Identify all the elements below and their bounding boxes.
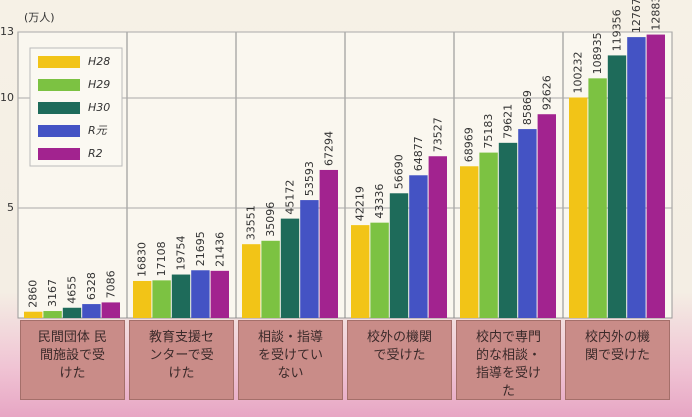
value-label: 73527 [431, 117, 444, 152]
bar [24, 311, 43, 318]
value-label: 17108 [155, 241, 168, 276]
value-label: 75183 [482, 114, 495, 149]
value-label: 100232 [572, 51, 585, 93]
legend-swatch [38, 56, 80, 68]
bar [389, 193, 409, 318]
legend-label: R元 [88, 124, 108, 137]
legend-swatch [38, 125, 80, 137]
value-label: 21695 [194, 231, 207, 266]
value-label: 79621 [502, 104, 515, 139]
y-axis-label: (万人) [24, 11, 55, 24]
bar [428, 156, 447, 318]
y-tick-label: 13 [0, 25, 14, 38]
category-label: 校内外の機関で受けた [565, 320, 670, 400]
bar [133, 280, 152, 318]
legend-label: H28 [88, 55, 110, 68]
category-label: 校外の機関で受けた [347, 320, 452, 400]
value-label: 92626 [540, 75, 553, 110]
value-label: 43336 [373, 184, 386, 219]
value-label: 19754 [175, 236, 188, 271]
value-label: 108935 [591, 32, 604, 74]
bar [191, 270, 210, 318]
legend-swatch [38, 79, 80, 91]
bar [261, 240, 280, 318]
bar [569, 97, 588, 319]
bar [351, 225, 370, 318]
bar [460, 166, 479, 318]
bar [62, 307, 82, 318]
value-label: 53593 [303, 161, 316, 196]
value-label: 16830 [136, 242, 149, 277]
value-label: 2860 [27, 280, 40, 308]
bar [498, 142, 518, 318]
category-label: 教育支援センターで受けた [129, 320, 234, 400]
bar [82, 304, 101, 318]
bar [210, 270, 229, 318]
value-label: 56690 [393, 154, 406, 189]
bar [409, 175, 428, 318]
category-label: 校内で専門的な相談・指導を受けた [456, 320, 561, 400]
bar [43, 311, 62, 318]
bar [537, 114, 556, 318]
legend-swatch [38, 148, 80, 160]
legend-label: H30 [88, 101, 110, 114]
y-tick-label: 10 [0, 91, 14, 104]
value-label: 7086 [104, 270, 117, 298]
bar [518, 129, 537, 318]
value-label: 35096 [264, 202, 277, 237]
bar [101, 302, 120, 318]
legend-swatch [38, 102, 80, 114]
value-label: 6328 [85, 272, 98, 300]
value-label: 128833 [649, 0, 662, 31]
bar [152, 280, 171, 318]
y-tick-label: 5 [7, 201, 14, 214]
value-label: 45172 [284, 180, 297, 215]
value-label: 85869 [521, 90, 534, 125]
value-label: 68969 [463, 127, 476, 162]
bar [370, 222, 389, 318]
category-label: 相談・指導を受けていない [238, 320, 343, 400]
bar [300, 200, 319, 318]
value-label: 33551 [245, 205, 258, 240]
value-label: 4655 [66, 276, 79, 304]
bar [627, 37, 646, 318]
bar [280, 218, 300, 318]
category-label: 民間団体 民間施設で受けた [20, 320, 125, 400]
bar [588, 78, 607, 318]
value-label: 127679 [630, 0, 643, 33]
bar [242, 244, 261, 318]
bar [646, 34, 665, 318]
bar [319, 169, 338, 318]
bar [607, 55, 627, 318]
bar [479, 152, 498, 318]
value-label: 21436 [213, 232, 226, 267]
legend-label: R2 [88, 147, 103, 160]
value-label: 3167 [46, 279, 59, 307]
legend-label: H29 [88, 78, 110, 91]
value-label: 64877 [412, 136, 425, 171]
value-label: 119356 [611, 9, 624, 51]
value-label: 67294 [322, 131, 335, 166]
bar [171, 274, 191, 318]
value-label: 42219 [354, 186, 367, 221]
